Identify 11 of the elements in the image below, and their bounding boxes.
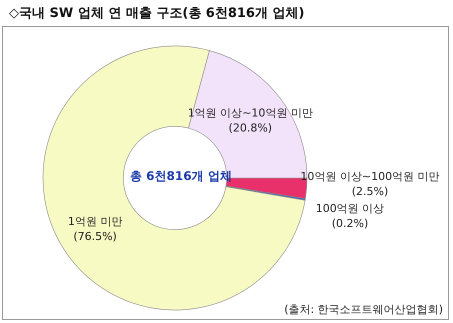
slice-label: 100억원 이상: [316, 202, 384, 215]
slice-label: 10억원 이상~100억원 미만: [300, 170, 440, 183]
data-label: (76.5%): [73, 230, 117, 244]
slice-label: 1억원 미만: [68, 215, 122, 228]
chart-title: ◇국내 SW 업체 연 매출 구조(총 6천816개 업체): [9, 6, 304, 21]
data-label: (0.2%): [332, 217, 368, 230]
text: (출처: 한국소프트웨어산업협회): [284, 303, 444, 316]
data-label: (2.5%): [352, 185, 388, 198]
slice-label: 1억원 이상~10억원 미만: [188, 106, 313, 120]
data-label: (20.8%): [228, 121, 272, 134]
text: 총 6천816개 업체: [130, 169, 232, 183]
